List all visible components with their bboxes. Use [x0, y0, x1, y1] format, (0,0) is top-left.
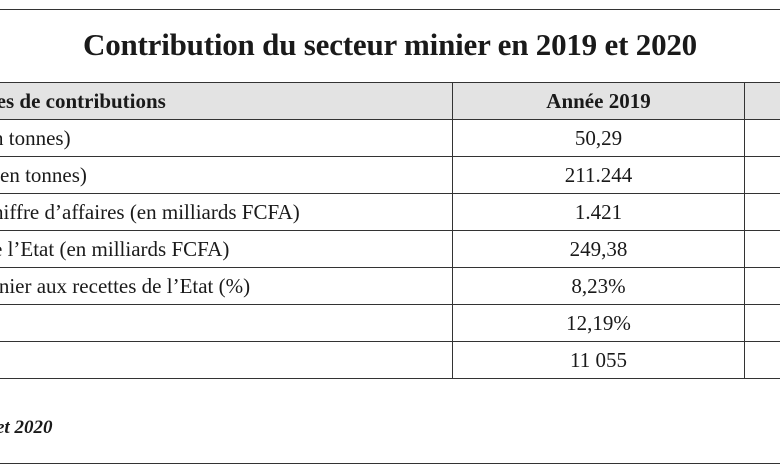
value-2020	[744, 267, 780, 305]
row-label	[0, 304, 453, 342]
row-label	[0, 341, 453, 379]
table-header-row: pes de contributions Année 2019	[0, 82, 780, 120]
bottom-rule	[0, 463, 780, 464]
table-row: 12,19%	[0, 304, 780, 342]
header-contributions: pes de contributions	[0, 82, 453, 120]
header-year-2019: Année 2019	[452, 82, 745, 120]
table-row: n tonnes) 50,29	[0, 119, 780, 157]
page-title: Contribution du secteur minier en 2019 e…	[83, 27, 697, 62]
source-note: et 2020	[0, 417, 53, 438]
value-2020	[744, 193, 780, 231]
table-row: 11 055	[0, 341, 780, 379]
row-label: hiffre d’affaires (en milliards FCFA)	[0, 193, 453, 231]
table-row: inier aux recettes de l’Etat (%) 8,23%	[0, 267, 780, 305]
row-label: inier aux recettes de l’Etat (%)	[0, 267, 453, 305]
value-2020	[744, 230, 780, 268]
row-label-text: n tonnes)	[0, 125, 71, 150]
row-label-text: inier aux recettes de l’Etat (%)	[0, 273, 251, 298]
value-2019: 11 055	[452, 341, 745, 379]
header-contributions-label: pes de contributions	[0, 88, 166, 113]
value-2019: 1.421	[452, 193, 745, 231]
row-label: n tonnes)	[0, 119, 453, 157]
value-2020	[744, 119, 780, 157]
row-label-text: hiffre d’affaires (en milliards FCFA)	[0, 199, 300, 224]
value-2020	[744, 341, 780, 379]
row-label-text: e l’Etat (en milliards FCFA)	[0, 236, 230, 261]
value-2019: 211.244	[452, 156, 745, 194]
top-rule	[0, 9, 780, 10]
value-2019: 249,38	[452, 230, 745, 268]
row-label: e l’Etat (en milliards FCFA)	[0, 230, 453, 268]
value-2019: 8,23%	[452, 267, 745, 305]
value-2019: 50,29	[452, 119, 745, 157]
row-label: (en tonnes)	[0, 156, 453, 194]
value-2020	[744, 156, 780, 194]
contribution-table: pes de contributions Année 2019 n tonnes…	[0, 82, 780, 379]
table-row: hiffre d’affaires (en milliards FCFA) 1.…	[0, 193, 780, 231]
row-label-text: (en tonnes)	[0, 162, 87, 187]
value-2020	[744, 304, 780, 342]
table-row: (en tonnes) 211.244	[0, 156, 780, 194]
table-row: e l’Etat (en milliards FCFA) 249,38	[0, 230, 780, 268]
header-year-2020	[744, 82, 780, 120]
value-2019: 12,19%	[452, 304, 745, 342]
